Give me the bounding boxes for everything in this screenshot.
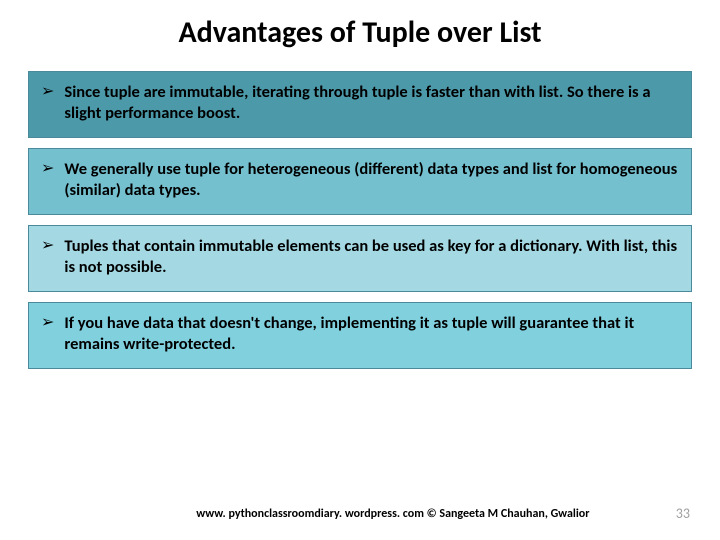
bullet-text: Tuples that contain immutable elements c… (64, 236, 679, 279)
bullet-item: ➢ We generally use tuple for heterogeneo… (28, 148, 692, 215)
bullet-arrow-icon: ➢ (41, 236, 54, 257)
bullet-text: We generally use tuple for heterogeneous… (64, 159, 679, 202)
bullet-arrow-icon: ➢ (41, 159, 54, 180)
bullet-item: ➢ Since tuple are immutable, iterating t… (28, 71, 692, 138)
bullet-text: If you have data that doesn't change, im… (64, 313, 679, 356)
footer: www. pythonclassroomdiary. wordpress. co… (0, 505, 720, 522)
footer-credit: www. pythonclassroomdiary. wordpress. co… (30, 507, 676, 521)
bullet-arrow-icon: ➢ (41, 82, 54, 103)
bullet-text: Since tuple are immutable, iterating thr… (64, 82, 679, 125)
bullet-item: ➢ Tuples that contain immutable elements… (28, 225, 692, 292)
slide-title: Advantages of Tuple over List (0, 0, 720, 71)
bullet-arrow-icon: ➢ (41, 313, 54, 334)
bullet-list: ➢ Since tuple are immutable, iterating t… (0, 71, 720, 369)
bullet-item: ➢ If you have data that doesn't change, … (28, 302, 692, 369)
page-number: 33 (676, 505, 690, 522)
